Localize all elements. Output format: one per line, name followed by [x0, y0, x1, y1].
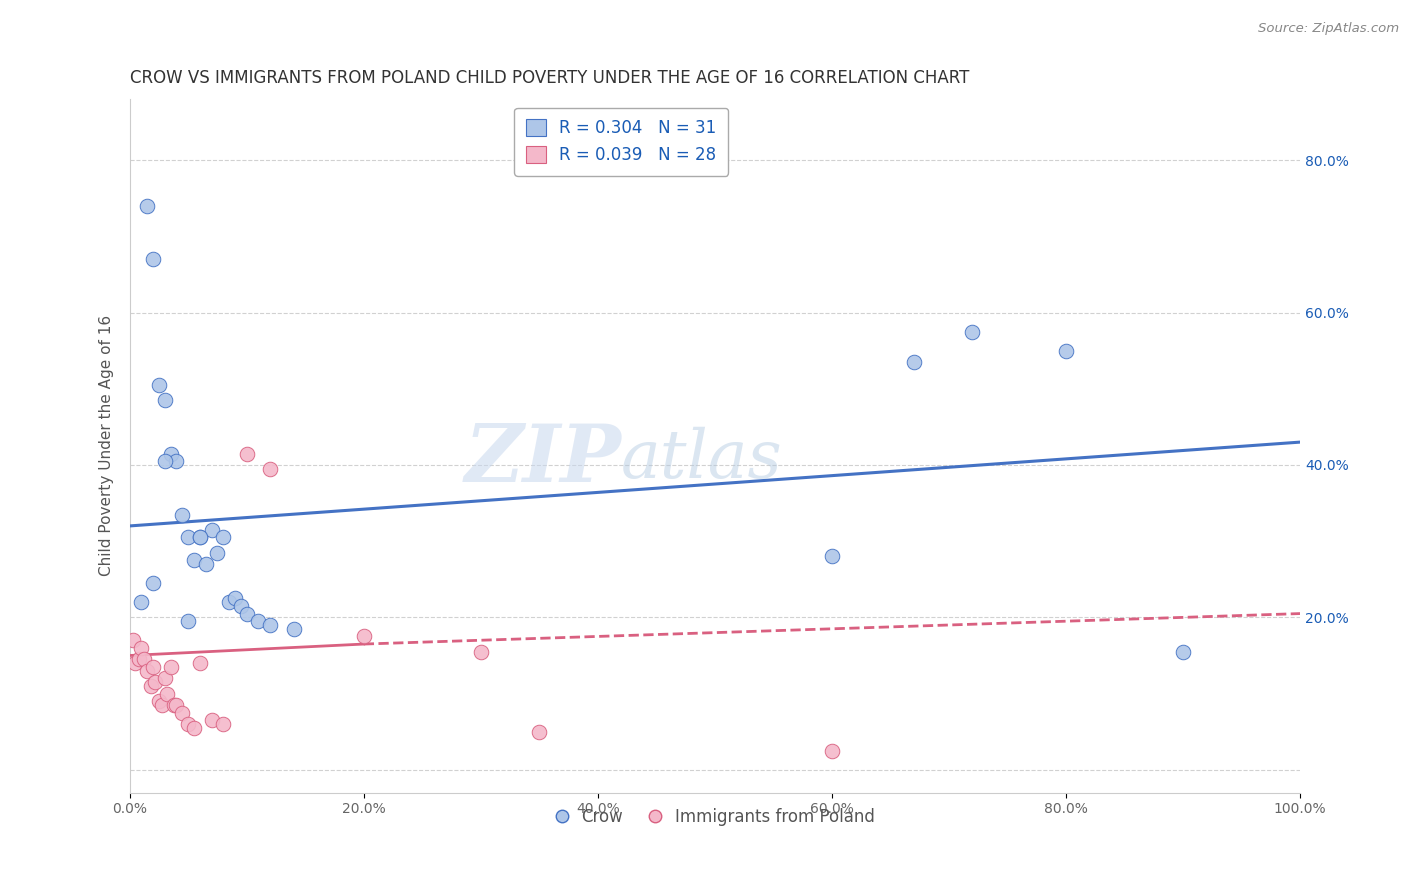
Point	[235, 607, 257, 621]
Point	[188, 656, 211, 670]
Point	[259, 462, 281, 476]
Point	[229, 599, 252, 613]
Point	[183, 553, 205, 567]
Point	[903, 355, 925, 369]
Point	[153, 671, 176, 685]
Point	[224, 591, 246, 606]
Point	[177, 717, 200, 731]
Point	[212, 530, 235, 544]
Point	[136, 664, 159, 678]
Point	[122, 633, 145, 648]
Point	[166, 698, 188, 712]
Point	[131, 640, 153, 655]
Point	[172, 508, 194, 522]
Point	[1054, 343, 1077, 358]
Point	[142, 660, 165, 674]
Point	[166, 454, 188, 468]
Point	[177, 614, 200, 628]
Point	[148, 694, 170, 708]
Point	[218, 595, 240, 609]
Point	[136, 199, 159, 213]
Point	[153, 454, 176, 468]
Point	[529, 724, 551, 739]
Point	[207, 546, 229, 560]
Point	[159, 446, 181, 460]
Point	[200, 713, 222, 727]
Point	[139, 679, 162, 693]
Point	[132, 652, 155, 666]
Point	[821, 744, 844, 758]
Point	[131, 595, 153, 609]
Text: atlas: atlas	[621, 427, 783, 492]
Point	[145, 675, 167, 690]
Point	[128, 652, 150, 666]
Point	[353, 629, 375, 643]
Text: CROW VS IMMIGRANTS FROM POLAND CHILD POVERTY UNDER THE AGE OF 16 CORRELATION CHA: CROW VS IMMIGRANTS FROM POLAND CHILD POV…	[129, 69, 969, 87]
Point	[821, 549, 844, 564]
Point	[159, 660, 181, 674]
Point	[470, 645, 492, 659]
Point	[188, 530, 211, 544]
Point	[177, 530, 200, 544]
Y-axis label: Child Poverty Under the Age of 16: Child Poverty Under the Age of 16	[100, 316, 114, 576]
Point	[194, 557, 217, 571]
Point	[163, 698, 186, 712]
Text: ZIP: ZIP	[464, 421, 621, 499]
Point	[247, 614, 270, 628]
Point	[188, 530, 211, 544]
Point	[200, 523, 222, 537]
Point	[259, 618, 281, 632]
Point	[172, 706, 194, 720]
Point	[124, 656, 146, 670]
Point	[142, 252, 165, 267]
Point	[153, 393, 176, 408]
Point	[1171, 645, 1194, 659]
Text: Source: ZipAtlas.com: Source: ZipAtlas.com	[1258, 22, 1399, 36]
Point	[148, 378, 170, 392]
Legend: Crow, Immigrants from Poland: Crow, Immigrants from Poland	[548, 802, 882, 833]
Point	[142, 576, 165, 591]
Point	[283, 622, 305, 636]
Point	[212, 717, 235, 731]
Point	[235, 446, 257, 460]
Point	[183, 721, 205, 735]
Point	[962, 325, 984, 339]
Point	[156, 687, 179, 701]
Point	[152, 698, 174, 712]
